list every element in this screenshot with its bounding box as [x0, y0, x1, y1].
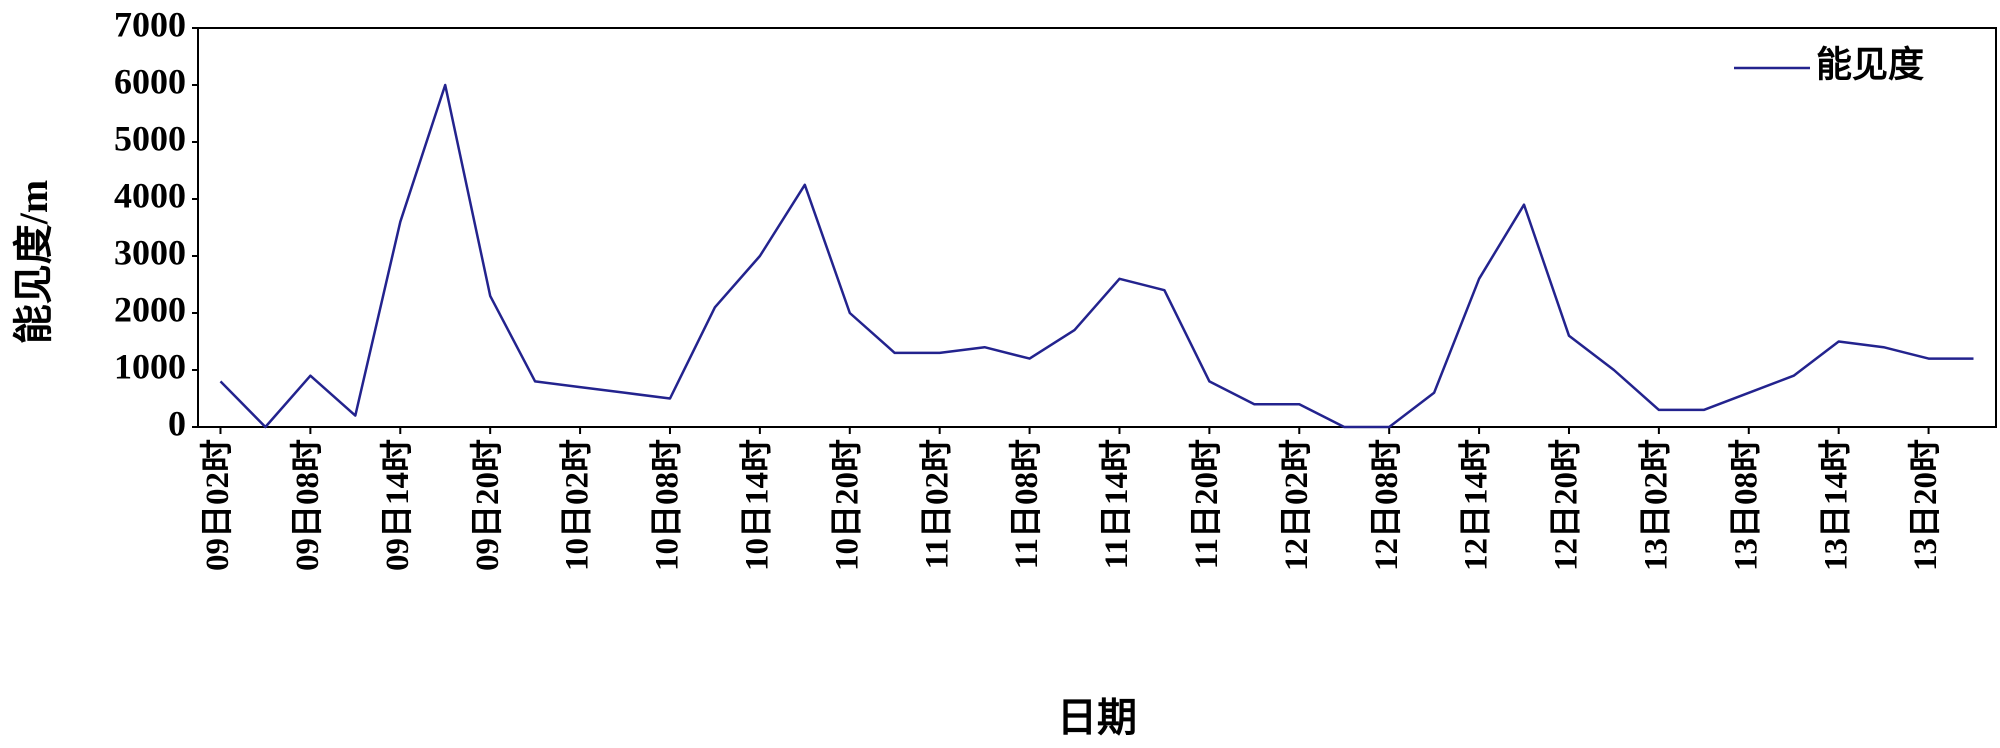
- x-tick-label: 09日08时: [289, 439, 326, 571]
- x-tick-label: 13日20时: [1907, 439, 1944, 571]
- y-tick-label: 2000: [114, 289, 186, 329]
- legend-label: 能见度: [1816, 44, 1924, 84]
- x-tick-label: 09日14时: [379, 439, 416, 571]
- x-tick-label: 11日02时: [918, 439, 955, 569]
- plot-frame: [197, 27, 1997, 428]
- x-tick-label: 13日02时: [1637, 439, 1674, 571]
- x-tick-label: 12日14时: [1458, 439, 1495, 571]
- x-tick-label: 11日20时: [1188, 439, 1225, 569]
- x-tick-label: 10日08时: [649, 439, 686, 571]
- y-tick-label: 3000: [114, 232, 186, 272]
- x-tick-label: 10日14时: [738, 439, 775, 571]
- y-tick-label: 1000: [114, 346, 186, 386]
- y-axis-title: 能见度/m: [11, 180, 56, 344]
- x-tick-label: 09日20时: [469, 439, 506, 571]
- x-tick-label: 13日14时: [1817, 439, 1854, 571]
- x-axis-title: 日期: [1057, 695, 1137, 740]
- data-line: [219, 83, 1974, 429]
- x-tick-label: 13日08时: [1727, 439, 1764, 571]
- x-tick-label: 10日20时: [828, 439, 865, 571]
- y-tick-label: 0: [168, 403, 186, 443]
- y-tick-label: 4000: [114, 175, 186, 215]
- x-tick-label: 12日20时: [1548, 439, 1585, 571]
- x-tick-label: 12日02时: [1278, 439, 1315, 571]
- x-tick-label: 12日08时: [1368, 439, 1405, 571]
- y-tick-label: 7000: [114, 4, 186, 44]
- y-tick-label: 6000: [114, 61, 186, 101]
- x-tick-label: 09日02时: [199, 439, 236, 571]
- x-tick-label: 11日14时: [1098, 439, 1135, 569]
- x-tick-label: 11日08时: [1008, 439, 1045, 569]
- y-tick-label: 5000: [114, 118, 186, 158]
- x-tick-label: 10日02时: [559, 439, 596, 571]
